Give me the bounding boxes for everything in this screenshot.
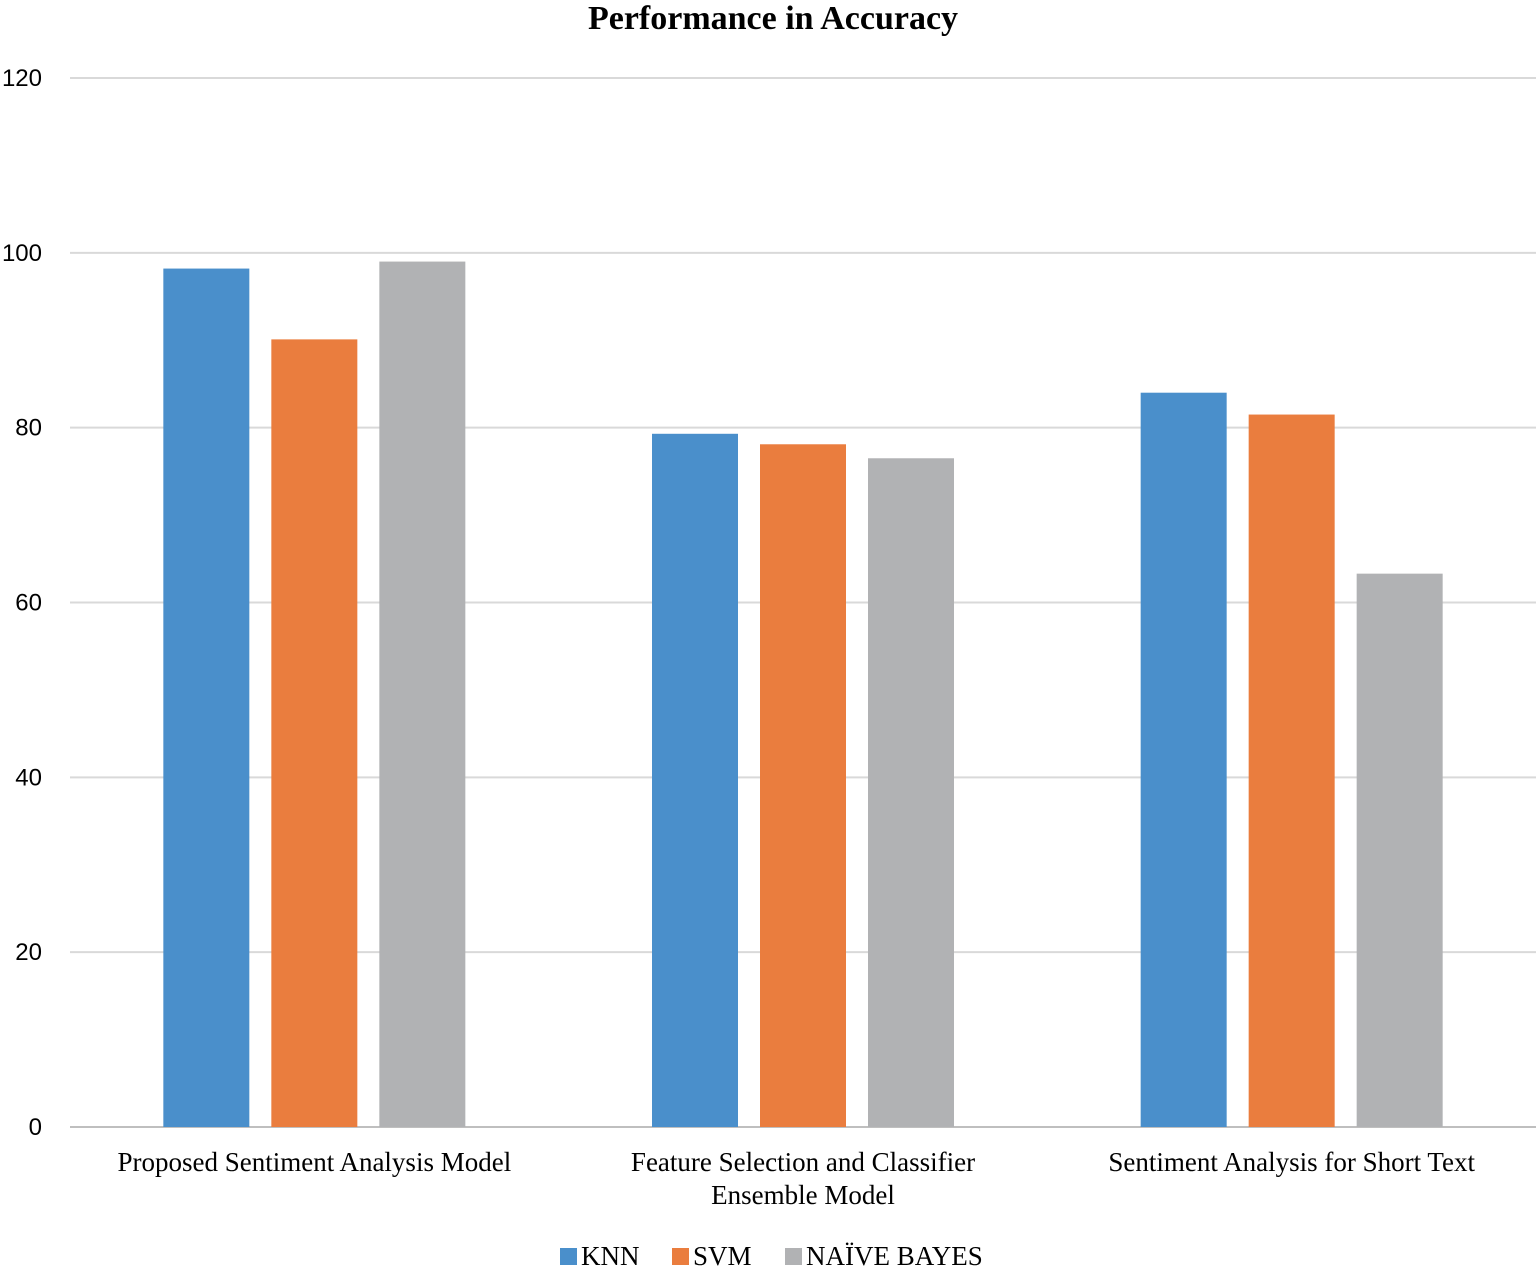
x-category-label: Ensemble Model <box>711 1180 895 1210</box>
legend-swatch <box>672 1248 689 1265</box>
x-category-label: Sentiment Analysis for Short Text <box>1108 1147 1475 1177</box>
y-tick-label: 20 <box>15 939 42 966</box>
y-tick-label: 40 <box>15 764 42 791</box>
x-category-label: Feature Selection and Classifier <box>631 1147 975 1177</box>
bar-na-ve-bayes-1 <box>868 458 954 1127</box>
bar-knn-1 <box>652 433 738 1127</box>
legend-label: KNN <box>581 1241 640 1267</box>
bar-na-ve-bayes-0 <box>379 261 466 1127</box>
legend-swatch <box>560 1248 577 1265</box>
bar-svm-0 <box>271 339 358 1127</box>
bar-svm-1 <box>760 444 846 1127</box>
legend-swatch <box>785 1248 802 1265</box>
y-tick-label: 120 <box>2 65 42 92</box>
bars <box>163 261 1443 1127</box>
bar-knn-0 <box>163 268 250 1127</box>
legend-label: SVM <box>693 1241 752 1267</box>
legend: KNN SVM NAÏVE BAYES <box>560 1241 983 1267</box>
legend-label: NAÏVE BAYES <box>806 1241 983 1267</box>
y-tick-label: 0 <box>29 1114 42 1141</box>
x-category-label: Proposed Sentiment Analysis Model <box>117 1147 511 1177</box>
y-tick-label: 80 <box>15 415 42 442</box>
bar-svm-2 <box>1248 414 1335 1127</box>
bar-knn-2 <box>1140 392 1227 1127</box>
y-tick-label: 60 <box>15 590 42 617</box>
chart-title: Performance in Accuracy <box>588 0 958 37</box>
y-tick-label: 100 <box>2 240 42 267</box>
bar-na-ve-bayes-2 <box>1356 573 1443 1127</box>
y-axis-ticks: 0 20 40 60 80 100 120 <box>2 65 42 1141</box>
x-axis-labels: Proposed Sentiment Analysis Model Feature… <box>117 1147 1475 1210</box>
